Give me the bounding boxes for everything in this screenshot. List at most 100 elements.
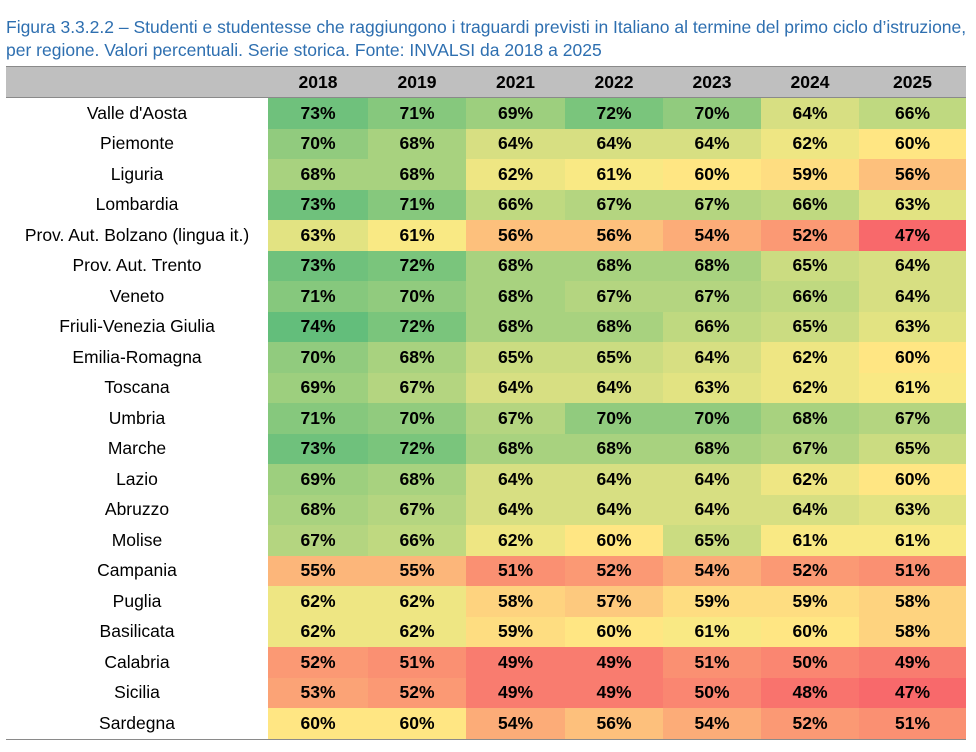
heatmap-cell: 70% (268, 342, 368, 373)
heatmap-cell: 71% (268, 403, 368, 434)
heatmap-cell: 70% (565, 403, 663, 434)
heatmap-cell: 68% (268, 159, 368, 190)
heatmap-cell: 64% (565, 464, 663, 495)
row-label: Molise (111, 529, 163, 550)
table-row: Molise 67% 66% 62% 60% 65% 61% 61% (6, 525, 966, 556)
heatmap-cell: 50% (761, 647, 859, 678)
heatmap-cell: 65% (663, 525, 761, 556)
heatmap-cell: 73% (268, 250, 368, 281)
row-label: Piemonte (100, 133, 174, 154)
heatmap-cell: 54% (663, 220, 761, 251)
table-row: Lazio 69% 68% 64% 64% 64% 62% 60% (6, 464, 966, 495)
figure-caption: Figura 3.3.2.2 – Studenti e studentesse … (6, 17, 967, 60)
table-row: Valle d'Aosta 73% 71% 69% 72% 70% 64% 66% (6, 97, 966, 129)
heatmap-cell: 51% (859, 555, 966, 586)
heatmap-cell: 63% (859, 494, 966, 525)
heatmap-cell: 66% (368, 525, 466, 556)
table-row: Emilia-Romagna 70% 68% 65% 65% 64% 62% 60% (6, 342, 966, 373)
table-row: Prov. Aut. Bolzano (lingua it.) 63% 61% 56%… (6, 220, 966, 251)
heatmap-cell: 71% (268, 281, 368, 312)
row-label: Veneto (109, 285, 165, 306)
column-header-2018: 2018 (268, 66, 368, 98)
row-label: Campania (97, 560, 177, 581)
heatmap-cell: 67% (663, 281, 761, 312)
heatmap-cell: 65% (565, 342, 663, 373)
heatmap-cell: 56% (565, 220, 663, 251)
heatmap-cell: 47% (859, 677, 966, 708)
table-row: Toscana 69% 67% 64% 64% 63% 62% 61% (6, 372, 966, 403)
heatmap-cell: 64% (565, 372, 663, 403)
heatmap-cell: 56% (466, 220, 565, 251)
heatmap-cell: 68% (466, 433, 565, 464)
heatmap-cell: 50% (663, 677, 761, 708)
heatmap-cell: 55% (368, 555, 466, 586)
row-label: Valle d'Aosta (86, 102, 188, 123)
table-row: Lombardia 73% 71% 66% 67% 67% 66% 63% (6, 189, 966, 220)
heatmap-cell: 59% (761, 586, 859, 617)
column-header-2019: 2019 (368, 66, 466, 98)
heatmap-cell: 60% (859, 464, 966, 495)
row-label: Marche (107, 438, 167, 459)
heatmap-cell: 59% (466, 616, 565, 647)
heatmap-cell: 70% (368, 403, 466, 434)
heatmap-cell: 67% (368, 372, 466, 403)
heatmap-cell: 60% (565, 525, 663, 556)
column-header-2025: 2025 (859, 66, 966, 98)
heatmap-cell: 67% (565, 281, 663, 312)
table-row: Puglia 62% 62% 58% 57% 59% 59% 58% (6, 586, 966, 617)
heatmap-cell: 72% (368, 311, 466, 342)
heatmap-cell: 49% (466, 677, 565, 708)
heatmap-cell: 62% (268, 616, 368, 647)
heatmap-cell: 64% (565, 128, 663, 159)
heatmap-cell: 55% (268, 555, 368, 586)
heatmap-cell: 67% (859, 403, 966, 434)
heatmap-cell: 49% (565, 677, 663, 708)
heatmap-cell: 68% (761, 403, 859, 434)
heatmap-cell: 66% (761, 281, 859, 312)
heatmap-cell: 51% (368, 647, 466, 678)
heatmap-cell: 64% (466, 128, 565, 159)
heatmap-cell: 68% (368, 464, 466, 495)
heatmap-cell: 52% (565, 555, 663, 586)
heatmap-cell: 71% (368, 97, 466, 129)
row-label: Puglia (112, 590, 162, 611)
heatmap-cell: 62% (466, 159, 565, 190)
heatmap-cell: 63% (268, 220, 368, 251)
column-header-2022: 2022 (565, 66, 663, 98)
heatmap-cell: 69% (268, 464, 368, 495)
heatmap-cell: 68% (663, 250, 761, 281)
heatmap-cell: 60% (565, 616, 663, 647)
heatmap-cell: 67% (268, 525, 368, 556)
heatmap-cell: 60% (859, 128, 966, 159)
heatmap-cell: 58% (859, 616, 966, 647)
heatmap-cell: 64% (466, 494, 565, 525)
row-label: Prov. Aut. Bolzano (lingua it.) (24, 224, 250, 245)
heatmap-cell: 63% (859, 189, 966, 220)
row-label: Sardegna (6, 708, 268, 740)
heatmap-cell: 70% (663, 97, 761, 129)
heatmap-cell: 51% (466, 555, 565, 586)
heatmap-cell: 62% (761, 464, 859, 495)
heatmap-cell: 67% (663, 189, 761, 220)
heatmap-cell: 67% (368, 494, 466, 525)
heatmap-cell: 66% (466, 189, 565, 220)
heatmap-cell: 71% (368, 189, 466, 220)
heatmap-cell: 60% (859, 342, 966, 373)
heatmap-cell: 63% (663, 372, 761, 403)
heatmap-cell: 64% (663, 464, 761, 495)
heatmap-cell: 48% (761, 677, 859, 708)
header-corner (6, 66, 268, 98)
heatmap-cell: 64% (663, 342, 761, 373)
heatmap-cell: 54% (663, 555, 761, 586)
heatmap-cell: 68% (565, 311, 663, 342)
heatmap-cell: 65% (859, 433, 966, 464)
heatmap-cell: 61% (663, 616, 761, 647)
heatmap-cell: 59% (761, 159, 859, 190)
table-body: Valle d'Aosta 73% 71% 69% 72% 70% 64% 66% Piemon… (6, 97, 966, 740)
heatmap-cell: 60% (663, 159, 761, 190)
heatmap-cell: 60% (368, 708, 466, 740)
heatmap-cell: 56% (859, 159, 966, 190)
heatmap-cell: 62% (368, 616, 466, 647)
heatmap-cell: 52% (761, 220, 859, 251)
row-label: Toscana (104, 377, 170, 398)
